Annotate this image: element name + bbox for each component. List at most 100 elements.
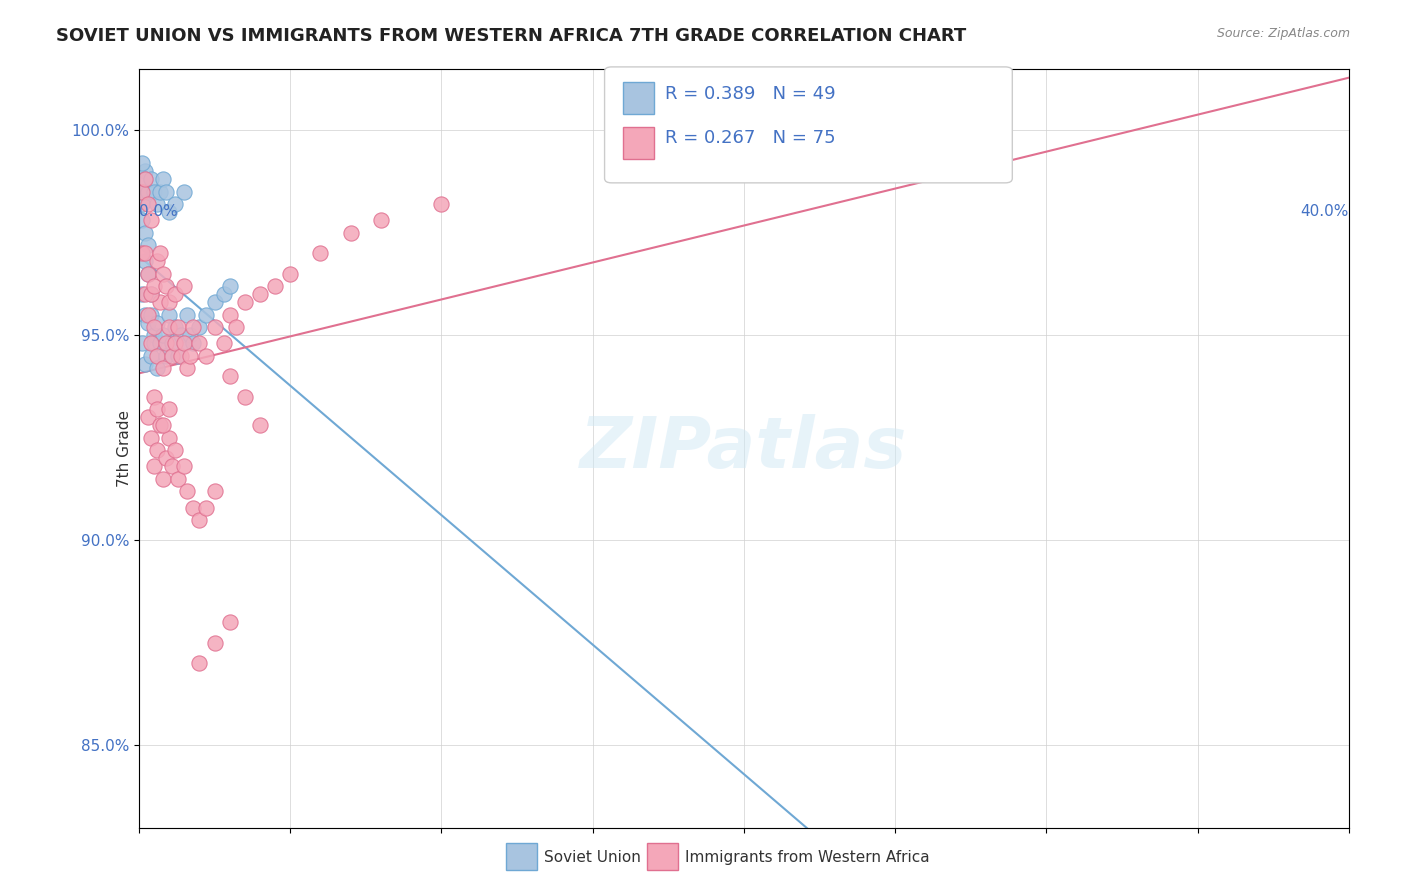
Point [136, 185, 159, 199]
Text: Source: ZipAtlas.com: Source: ZipAtlas.com [1216, 27, 1350, 40]
Point [157, 295, 180, 310]
Point [134, 172, 156, 186]
Point [165, 197, 187, 211]
Point [134, 287, 156, 301]
Y-axis label: 7th Grade: 7th Grade [117, 409, 132, 486]
Point [218, 279, 240, 293]
Point [233, 295, 256, 310]
Point [139, 287, 162, 301]
Point [176, 484, 198, 499]
Point [134, 226, 156, 240]
Point [212, 336, 235, 351]
Point [131, 213, 153, 227]
Point [139, 287, 162, 301]
Point [146, 316, 169, 330]
Point [131, 156, 153, 170]
Point [157, 431, 180, 445]
Point [146, 254, 169, 268]
Point [131, 185, 153, 199]
Point [131, 185, 153, 199]
Point [155, 349, 177, 363]
Point [134, 164, 156, 178]
Point [212, 287, 235, 301]
Point [139, 431, 162, 445]
Point [155, 279, 177, 293]
Point [139, 172, 162, 186]
Point [188, 657, 211, 671]
Point [139, 349, 162, 363]
Point [134, 246, 156, 260]
Point [143, 328, 166, 343]
Point [139, 308, 162, 322]
Point [204, 484, 226, 499]
Point [149, 295, 172, 310]
Point [173, 336, 195, 351]
Point [179, 328, 201, 343]
Point [183, 320, 205, 334]
Point [146, 361, 169, 376]
Point [309, 246, 332, 260]
Point [339, 226, 361, 240]
Point [188, 513, 211, 527]
Point [152, 472, 174, 486]
Point [157, 402, 180, 417]
Point [149, 185, 172, 199]
Point [165, 336, 187, 351]
Text: Soviet Union: Soviet Union [544, 850, 641, 864]
Point [143, 459, 166, 474]
Point [167, 472, 190, 486]
Point [183, 500, 205, 515]
Point [167, 320, 190, 334]
Point [173, 185, 195, 199]
Point [146, 443, 169, 458]
Point [155, 451, 177, 466]
Point [136, 197, 159, 211]
Point [165, 320, 187, 334]
Text: ZIPatlas: ZIPatlas [581, 414, 908, 483]
Point [152, 418, 174, 433]
Text: R = 0.389   N = 49: R = 0.389 N = 49 [665, 85, 835, 103]
Point [143, 279, 166, 293]
Point [139, 336, 162, 351]
Point [194, 500, 217, 515]
Point [179, 349, 201, 363]
Point [146, 402, 169, 417]
Point [155, 336, 177, 351]
Point [134, 308, 156, 322]
Point [134, 357, 156, 371]
Point [430, 197, 453, 211]
Point [143, 336, 166, 351]
Point [176, 308, 198, 322]
Point [149, 336, 172, 351]
Point [170, 328, 193, 343]
Point [157, 308, 180, 322]
Point [225, 320, 247, 334]
Point [143, 185, 166, 199]
Point [160, 336, 183, 351]
Point [152, 172, 174, 186]
Point [143, 390, 166, 404]
Point [204, 295, 226, 310]
Point [204, 636, 226, 650]
Point [165, 443, 187, 458]
Point [188, 320, 211, 334]
Point [149, 418, 172, 433]
Point [165, 287, 187, 301]
Text: SOVIET UNION VS IMMIGRANTS FROM WESTERN AFRICA 7TH GRADE CORRELATION CHART: SOVIET UNION VS IMMIGRANTS FROM WESTERN … [56, 27, 966, 45]
Point [278, 267, 301, 281]
Point [155, 185, 177, 199]
Point [152, 361, 174, 376]
Text: Immigrants from Western Africa: Immigrants from Western Africa [685, 850, 929, 864]
Point [264, 279, 287, 293]
Point [136, 316, 159, 330]
Point [134, 172, 156, 186]
Point [218, 308, 240, 322]
Point [183, 336, 205, 351]
Point [233, 390, 256, 404]
Point [146, 349, 169, 363]
Point [139, 213, 162, 227]
Point [218, 369, 240, 384]
Point [136, 308, 159, 322]
Point [249, 418, 271, 433]
Point [167, 349, 190, 363]
